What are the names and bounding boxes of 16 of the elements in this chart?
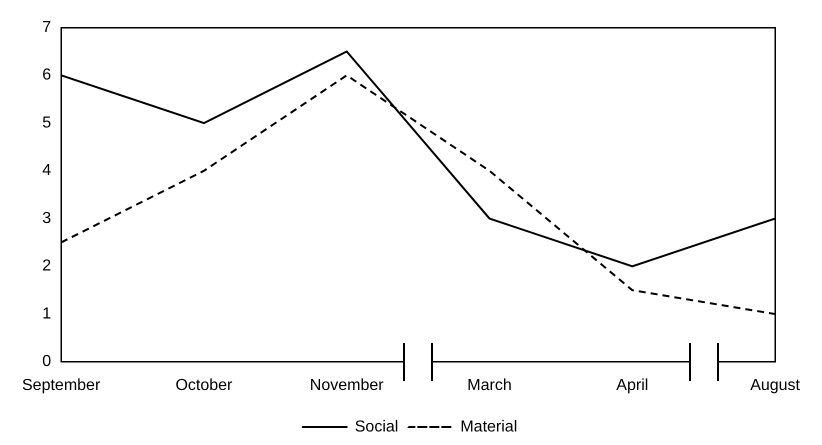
y-tick-label: 0: [42, 353, 52, 370]
y-tick-label: 6: [42, 66, 52, 84]
legend-label: Social: [354, 418, 398, 436]
x-tick-label: October: [175, 376, 234, 394]
y-tick-label: 1: [42, 305, 52, 322]
y-tick-label: 7: [42, 19, 52, 36]
legend-label: Material: [460, 418, 518, 436]
y-tick-label: 2: [42, 258, 52, 275]
x-tick-label: March: [467, 376, 512, 394]
x-tick-label: August: [750, 376, 801, 394]
x-tick-label: November: [310, 376, 384, 394]
x-tick-label: April: [616, 376, 648, 394]
y-tick-label: 3: [42, 210, 52, 227]
x-tick-label: September: [22, 376, 101, 394]
y-tick-label: 5: [42, 114, 52, 132]
y-tick-label: 4: [42, 162, 52, 180]
